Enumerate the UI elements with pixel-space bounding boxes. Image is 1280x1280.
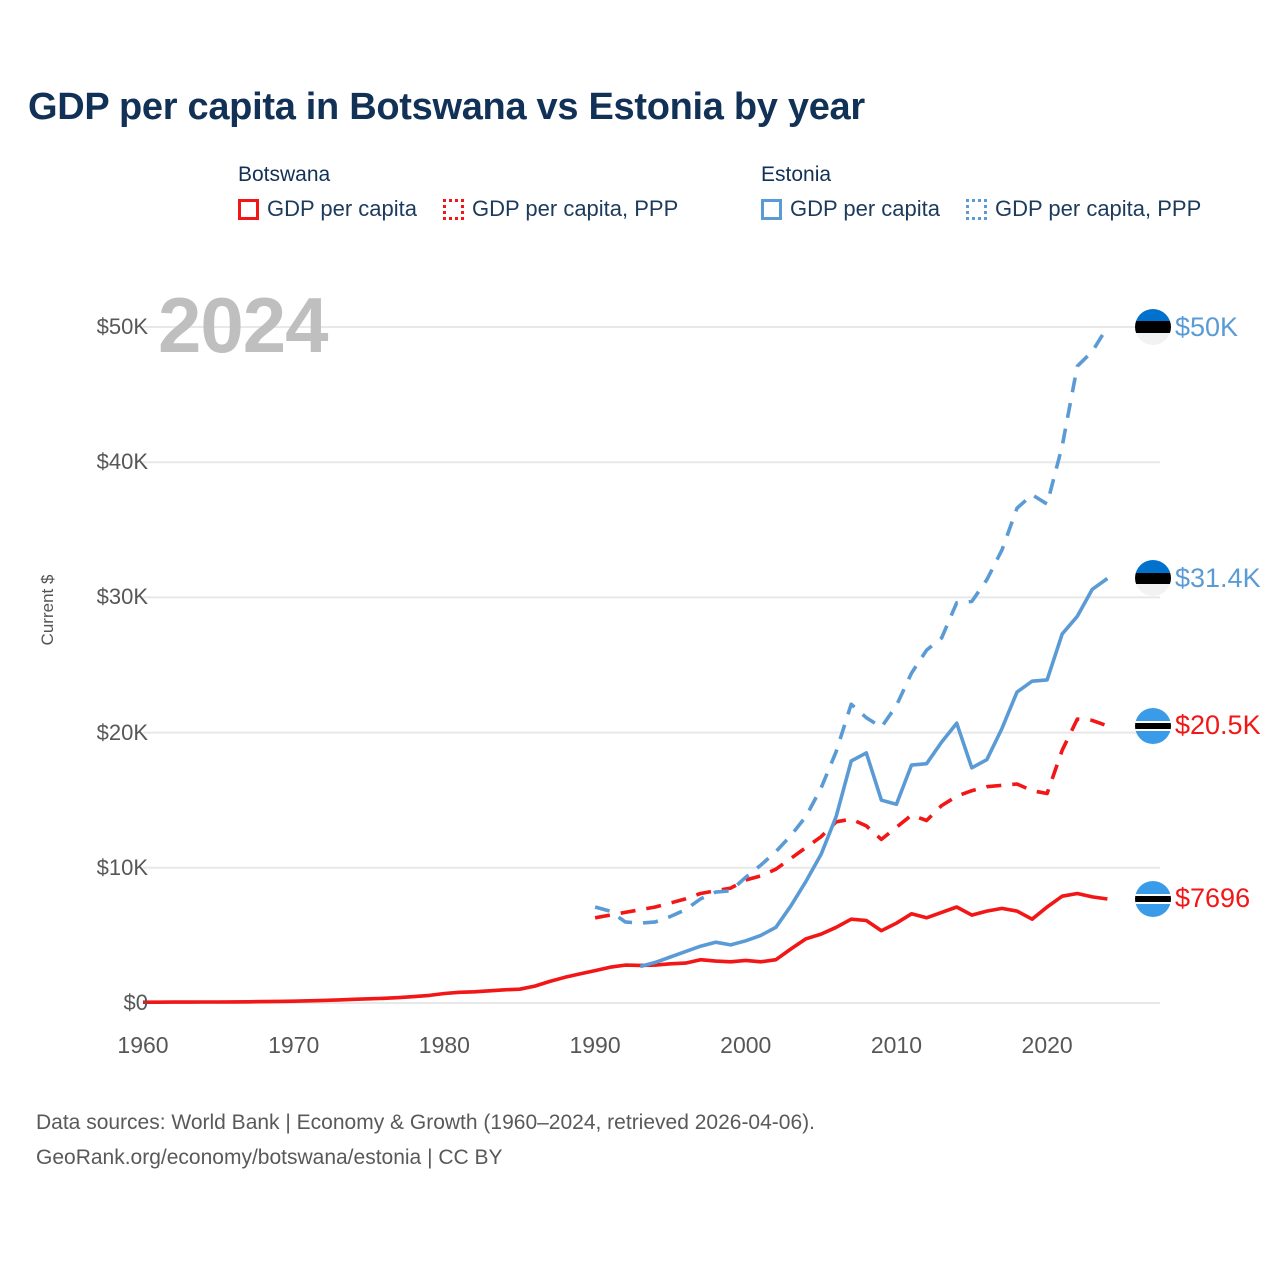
y-tick-label: $10K: [96, 854, 148, 880]
legend-item-estonia-ppp[interactable]: GDP per capita, PPP: [966, 196, 1201, 222]
footer-attribution: GeoRank.org/economy/botswana/estonia | C…: [36, 1146, 503, 1170]
end-label-value: $7696: [1175, 883, 1251, 914]
x-tick-label: 1960: [117, 1032, 169, 1058]
y-axis-ticks: $50K $40K $30K $20K $10K $0: [0, 0, 148, 1280]
legend-swatch-solid-blue-icon: [761, 198, 782, 220]
legend-country-estonia: Estonia: [761, 163, 832, 186]
legend-swatch-solid-red-icon: [238, 198, 259, 220]
series-line-estonia-gdp-per-capita-ppp: [594, 326, 1109, 925]
legend-item-estonia-gdp[interactable]: GDP per capita: [761, 196, 940, 222]
estonia-flag-icon: [1135, 309, 1171, 346]
y-tick-label: $0: [123, 990, 148, 1015]
end-label-estonia-ppp: $50K: [1135, 309, 1239, 346]
legend-country-botswana: Botswana: [238, 163, 331, 186]
end-label-estonia-gdp: $31.4K: [1135, 560, 1261, 597]
legend-item-botswana-gdp[interactable]: GDP per capita: [238, 196, 417, 222]
series-line-estonia-gdp-per-capita: [639, 577, 1109, 969]
watermark-year: 2024: [158, 281, 329, 369]
x-tick-label: 1990: [569, 1032, 621, 1058]
legend-label-botswana-ppp: GDP per capita, PPP: [472, 196, 679, 221]
page-title: GDP per capita in Botswana vs Estonia by…: [28, 86, 865, 128]
chart-footer: Data sources: World Bank | Economy & Gro…: [36, 1105, 815, 1176]
legend-label-estonia-gdp: GDP per capita: [790, 196, 941, 221]
botswana-flag-icon: [1135, 880, 1171, 917]
chart-legend: Botswana GDP per capita GDP per capita, …: [238, 163, 1258, 243]
legend-label-botswana-gdp: GDP per capita: [267, 196, 418, 221]
end-label-botswana-gdp: $7696: [1135, 880, 1251, 917]
x-tick-label: 2000: [720, 1032, 772, 1058]
y-tick-label: $40K: [96, 449, 148, 475]
x-tick-label: 2010: [870, 1032, 923, 1058]
botswana-flag-icon: [1135, 707, 1171, 744]
x-tick-label: 1970: [268, 1032, 320, 1058]
series-line-botswana-gdp-per-capita-ppp: [594, 717, 1109, 920]
x-tick-label: 2020: [1021, 1032, 1073, 1058]
y-tick-label: $20K: [96, 719, 148, 745]
legend-group-botswana: Botswana GDP per capita GDP per capita, …: [238, 163, 678, 222]
y-tick-label: $50K: [96, 314, 148, 340]
legend-swatch-dotted-blue-icon: [966, 198, 988, 220]
end-label-value: $31.4K: [1175, 562, 1261, 593]
legend-swatch-dotted-red-icon: [443, 198, 465, 220]
legend-label-estonia-ppp: GDP per capita, PPP: [995, 196, 1202, 221]
footer-data-sources: Data sources: World Bank | Economy & Gro…: [36, 1111, 815, 1134]
y-tick-label: $30K: [96, 584, 148, 610]
legend-item-botswana-ppp[interactable]: GDP per capita, PPP: [443, 196, 678, 222]
end-label-value: $20.5K: [1175, 710, 1261, 741]
x-tick-label: 1980: [418, 1032, 470, 1058]
end-label-value: $50K: [1175, 311, 1239, 342]
series-line-botswana-gdp-per-capita: [143, 891, 1108, 1004]
legend-group-estonia: Estonia GDP per capita GDP per capita, P…: [761, 163, 1201, 222]
end-label-botswana-ppp: $20.5K: [1135, 707, 1261, 744]
estonia-flag-icon: [1135, 560, 1171, 597]
